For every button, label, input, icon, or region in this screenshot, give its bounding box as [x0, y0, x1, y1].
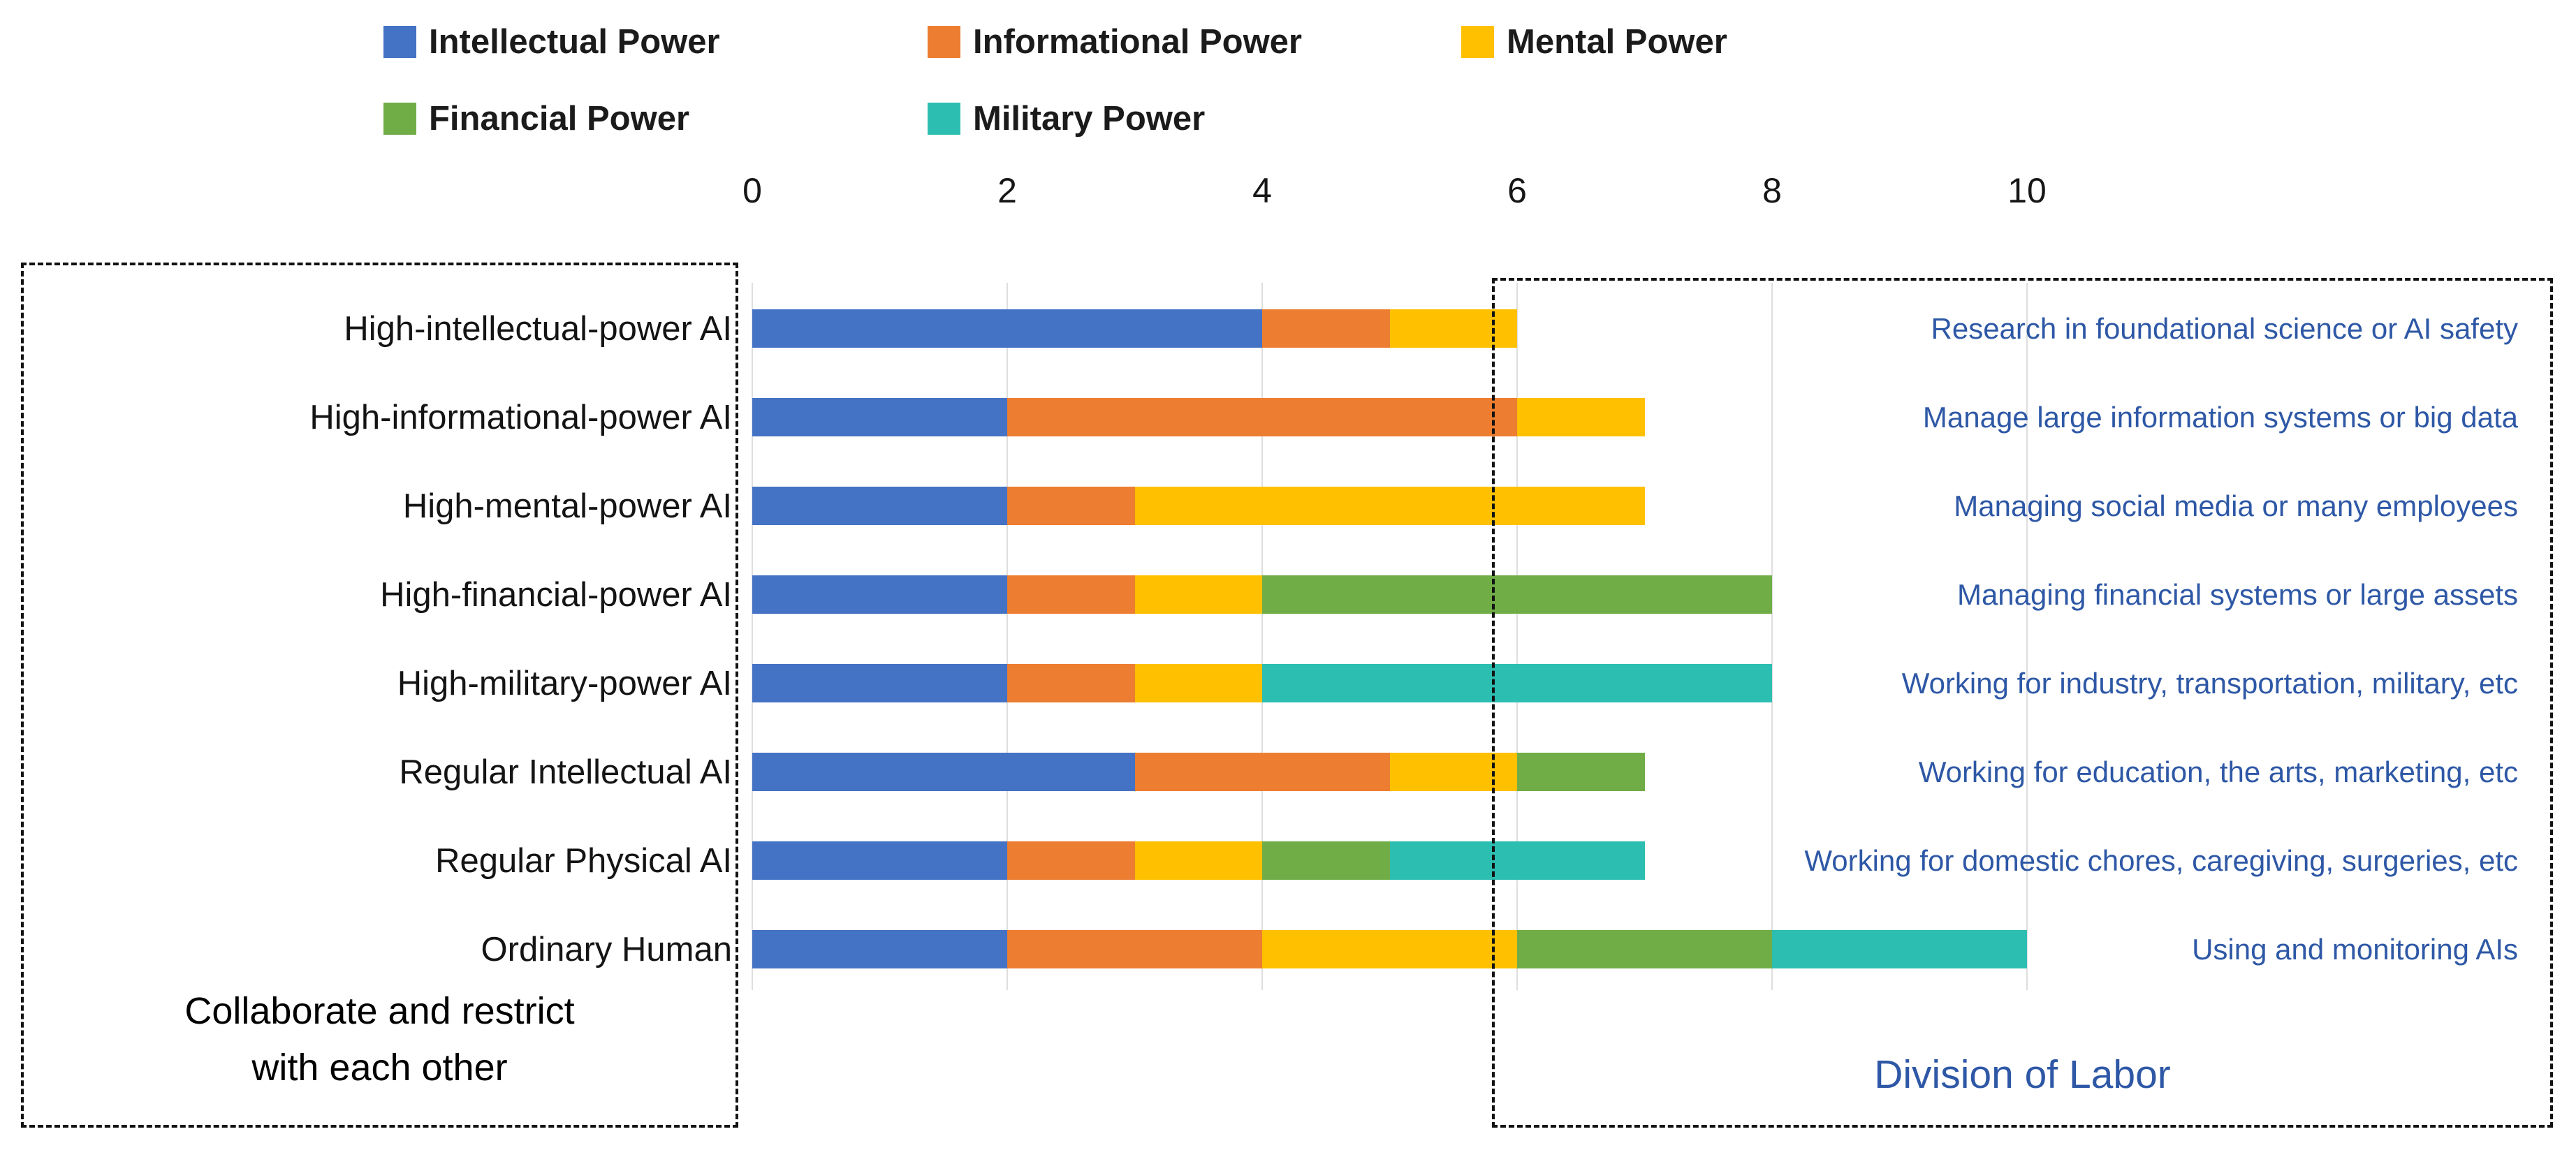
bar-segment	[1134, 575, 1262, 614]
category-label: High-financial-power AI	[380, 575, 732, 614]
division-of-labor-dashed-box	[1492, 278, 2553, 1128]
bar-segment	[1007, 664, 1135, 702]
bar-annotation: Working for industry, transportation, mi…	[1901, 666, 2518, 700]
bar-segment	[1262, 575, 1772, 614]
x-axis-tick-label: 0	[742, 171, 762, 210]
gridline	[1007, 283, 1008, 990]
bar-segment	[1517, 753, 1645, 791]
bar-segment	[1134, 753, 1390, 791]
bar-segment	[1389, 309, 1517, 348]
bar-segment	[1007, 398, 1517, 436]
collaborate-restrict-dashed-box	[21, 263, 738, 1128]
bar-segment	[752, 841, 1007, 880]
legend-item: Military Power	[928, 98, 1205, 140]
legend-item: Intellectual Power	[383, 21, 720, 63]
bar-segment	[1262, 930, 1517, 968]
legend-swatch-icon	[383, 103, 416, 135]
bar-segment	[1007, 487, 1135, 525]
category-label: High-informational-power AI	[309, 398, 732, 436]
legend-swatch-icon	[1461, 26, 1494, 58]
bar-annotation: Manage large information systems or big …	[1922, 400, 2518, 434]
category-label: Ordinary Human	[481, 930, 732, 968]
bar-segment	[752, 309, 1262, 348]
legend-item: Mental Power	[1461, 21, 1727, 63]
bar-segment	[752, 487, 1007, 525]
x-axis-tick-label: 2	[997, 171, 1017, 210]
bar-annotation: Working for education, the arts, marketi…	[1918, 755, 2518, 788]
legend-swatch-icon	[383, 26, 416, 58]
legend-swatch-icon	[928, 26, 960, 58]
bar-annotation: Managing social media or many employees	[1954, 489, 2518, 522]
legend-label: Financial Power	[429, 100, 690, 138]
gridline	[1771, 283, 1773, 990]
bar-segment	[1389, 841, 1645, 880]
category-label: Regular Intellectual AI	[399, 753, 732, 791]
bar-segment	[1262, 664, 1772, 702]
gridline	[752, 283, 753, 990]
gridline	[1516, 283, 1518, 990]
gridline	[2026, 283, 2028, 990]
category-label: High-military-power AI	[397, 664, 732, 702]
bar-segment	[1134, 664, 1262, 702]
bar-segment	[1262, 309, 1390, 348]
x-axis-tick-label: 4	[1252, 171, 1272, 210]
bar-segment	[752, 753, 1135, 791]
category-label: Regular Physical AI	[435, 841, 732, 880]
bar-segment	[752, 930, 1007, 968]
bar-segment	[1262, 841, 1390, 880]
x-axis-tick-label: 10	[2007, 171, 2047, 210]
bar-annotation: Working for domestic chores, caregiving,…	[1804, 843, 2518, 877]
x-axis-tick-label: 8	[1762, 171, 1782, 210]
collaborate-restrict-caption-line1: Collaborate and restrict	[184, 990, 575, 1032]
bar-segment	[1389, 753, 1517, 791]
legend-swatch-icon	[928, 103, 960, 135]
bar-segment	[1134, 487, 1645, 525]
bar-annotation: Using and monitoring AIs	[2192, 932, 2518, 966]
bar-segment	[1772, 930, 2027, 968]
legend-label: Mental Power	[1507, 23, 1727, 61]
collaborate-restrict-caption-line2: with each other	[251, 1047, 508, 1089]
legend-label: Military Power	[973, 100, 1206, 138]
bar-segment	[1134, 841, 1262, 880]
collaborate-restrict-caption: Collaborate and restrict with each other	[21, 983, 738, 1096]
bar-segment	[1517, 930, 1772, 968]
category-label: High-mental-power AI	[402, 487, 732, 525]
bar-segment	[752, 575, 1007, 614]
bar-segment	[1007, 930, 1262, 968]
legend-label: Intellectual Power	[429, 23, 720, 61]
category-label: High-intellectual-power AI	[344, 309, 732, 348]
x-axis-tick-label: 6	[1507, 171, 1527, 210]
legend-item: Informational Power	[928, 21, 1302, 63]
bar-segment	[752, 398, 1007, 436]
bar-segment	[1007, 841, 1135, 880]
division-of-labor-caption: Division of Labor	[1874, 1052, 2171, 1097]
bar-annotation: Research in foundational science or AI s…	[1931, 311, 2519, 345]
gridline	[1261, 283, 1263, 990]
bar-segment	[752, 664, 1007, 702]
legend-item: Financial Power	[383, 98, 689, 140]
bar-segment	[1007, 575, 1135, 614]
bar-segment	[1517, 398, 1645, 436]
bar-annotation: Managing financial systems or large asse…	[1956, 577, 2518, 611]
legend-label: Informational Power	[973, 23, 1303, 61]
